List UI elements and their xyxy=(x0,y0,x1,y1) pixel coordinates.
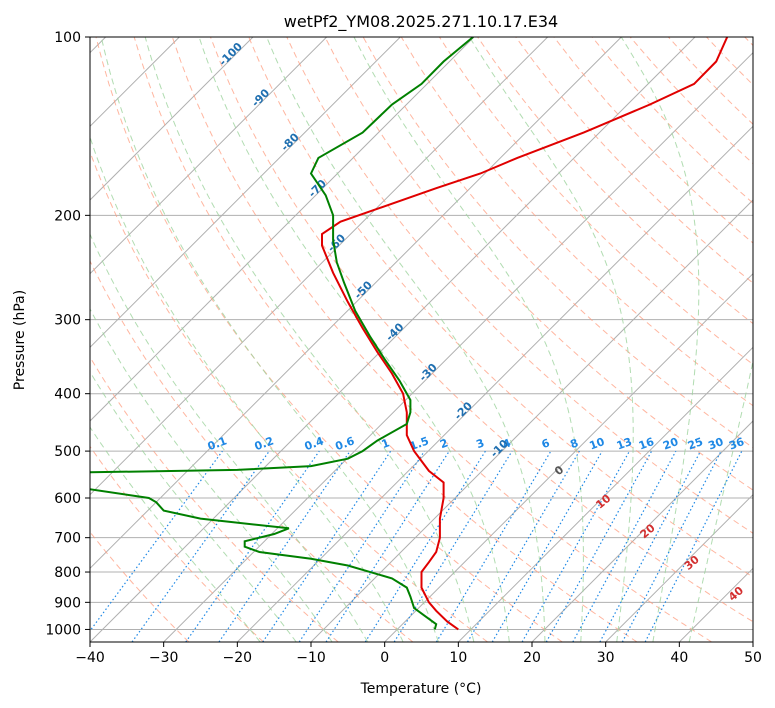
y-tick-label: 700 xyxy=(54,531,81,547)
mixing-ratio-label: 1 xyxy=(380,436,392,451)
moist-adiabat-line xyxy=(144,37,475,642)
moist-adiabat-line xyxy=(90,135,404,642)
x-tick-label: −40 xyxy=(75,650,105,666)
x-tick-label: 20 xyxy=(523,650,541,666)
dry-adiabat-line xyxy=(210,37,753,623)
moist-adiabat-line xyxy=(198,37,510,642)
dry-adiabat-line xyxy=(90,356,339,642)
isotherm-line xyxy=(90,37,696,642)
mixing-ratio-line xyxy=(545,450,653,642)
dry-adiabat-line xyxy=(90,259,414,642)
dewpoint-profile-line xyxy=(90,37,474,630)
mixing-ratio-label: 36 xyxy=(727,435,746,453)
temperature-profile-line xyxy=(321,37,729,631)
isotherm-line xyxy=(90,37,622,570)
isotherm-line xyxy=(90,37,328,275)
dry-adiabat-line xyxy=(515,37,753,284)
y-tick-label: 1000 xyxy=(45,622,81,638)
mixing-ratio-label: 30 xyxy=(706,435,725,453)
y-tick-label: 100 xyxy=(54,30,81,46)
x-tick-label: −30 xyxy=(149,650,179,666)
dry-adiabat-line xyxy=(133,37,638,642)
dry-adiabat-line xyxy=(95,37,563,642)
mixing-ratio-label: 0.2 xyxy=(253,434,276,453)
x-tick-label: 50 xyxy=(744,650,762,666)
moist-adiabat-line xyxy=(353,37,584,642)
isotherm-line xyxy=(90,37,475,422)
isotherm-line xyxy=(605,493,753,642)
dry-adiabat-line xyxy=(171,37,712,642)
mixing-ratio-line xyxy=(218,450,351,642)
mixing-ratio-label: 0.1 xyxy=(206,434,229,453)
y-tick-label: 600 xyxy=(54,491,81,507)
isotherm-line xyxy=(457,346,753,642)
mixing-ratio-label: 0.4 xyxy=(303,434,326,453)
mixing-ratio-label: 25 xyxy=(686,435,705,452)
mixing-ratio-label: 0.6 xyxy=(334,434,357,453)
mixing-ratio-line xyxy=(435,450,552,642)
isotherm-line xyxy=(236,125,753,642)
mixing-ratio-label: 8 xyxy=(568,436,580,451)
isotherm-line xyxy=(384,272,753,642)
dry-adiabat-line xyxy=(90,445,264,642)
mixing-ratio-label: 13 xyxy=(615,435,634,452)
mixing-ratio-line xyxy=(491,450,603,642)
moist-adiabat-line xyxy=(266,37,546,642)
mixing-ratio-line xyxy=(364,450,486,642)
x-tick-label: 0 xyxy=(380,650,389,666)
y-tick-label: 900 xyxy=(54,595,81,611)
moist-adiabat-line xyxy=(100,37,439,642)
mixing-ratio-label: 2 xyxy=(438,436,450,451)
chart-title: wetPf2_YM08.2025.271.10.17.E34 xyxy=(284,12,558,32)
mixing-ratio-line xyxy=(393,450,513,642)
x-tick-label: −20 xyxy=(223,650,253,666)
profile-lines xyxy=(90,37,729,631)
isotherm-line xyxy=(90,37,401,349)
axes: −40 −30 −20 −10 0 10 20 30 40 5010020030040050060… xyxy=(45,30,762,666)
plot-frame xyxy=(89,36,754,643)
mixing-ratio-label: 6 xyxy=(540,436,552,451)
x-tick-label: 30 xyxy=(597,650,615,666)
moist-adiabat-line xyxy=(620,37,700,642)
y-tick-label: 300 xyxy=(54,313,81,329)
moist-adiabat-line xyxy=(90,232,369,642)
mixing-ratio-line xyxy=(185,450,320,642)
isotherm-line xyxy=(90,37,254,201)
dry-adiabat-line xyxy=(248,37,753,578)
x-tick-label: 40 xyxy=(670,650,688,666)
y-tick-label: 800 xyxy=(54,565,81,581)
mixing-ratio-label: 16 xyxy=(637,435,656,453)
mixing-ratio-label: 3 xyxy=(474,436,486,451)
moist-adiabat-line xyxy=(90,426,261,642)
mixing-ratio-label: 4 xyxy=(501,436,513,451)
moist-adiabat-line xyxy=(90,308,333,642)
y-tick-label: 400 xyxy=(54,387,81,403)
y-tick-label: 500 xyxy=(54,444,81,460)
mixing-ratio-line xyxy=(466,450,580,642)
y-axis-label: Pressure (hPa) xyxy=(12,290,28,390)
background-lines xyxy=(90,37,753,642)
mixing-ratio-line xyxy=(521,450,631,642)
moist-adiabat-line xyxy=(90,370,297,642)
mixing-ratio-label: 20 xyxy=(661,435,680,453)
isotherm-line xyxy=(90,37,549,496)
mixing-ratio-line xyxy=(325,450,450,642)
isotherm-line xyxy=(163,51,753,642)
mixing-ratio-line xyxy=(572,450,677,642)
dry-adiabat-line xyxy=(286,37,753,534)
y-tick-label: 200 xyxy=(54,208,81,224)
moist-adiabat-line xyxy=(688,358,753,642)
x-axis-label: Temperature (°C) xyxy=(360,681,482,697)
dry-adiabat-line xyxy=(324,37,753,491)
mixing-ratio-label: 10 xyxy=(588,435,607,453)
isotherm-line xyxy=(531,420,753,642)
x-tick-label: 10 xyxy=(449,650,467,666)
x-tick-label: −10 xyxy=(296,650,326,666)
